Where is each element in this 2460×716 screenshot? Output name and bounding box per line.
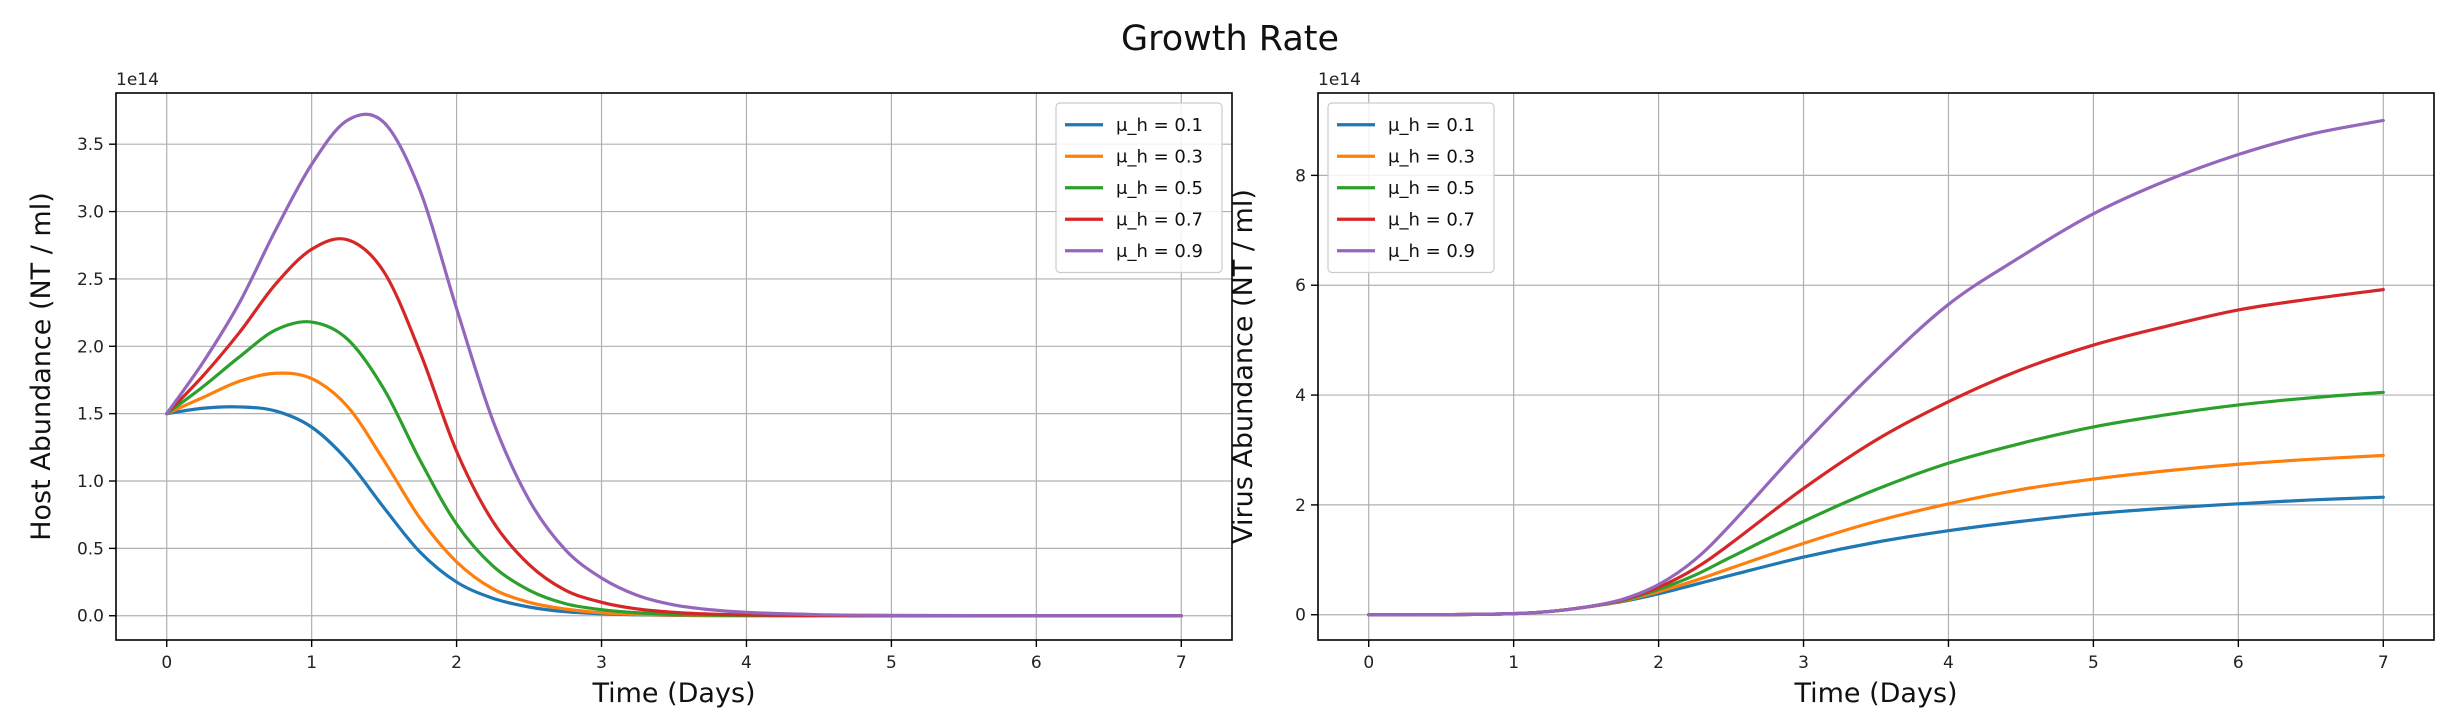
axis-offset-text: 1e14 bbox=[1318, 70, 1361, 90]
y-tick-label: 8 bbox=[1295, 166, 1306, 186]
x-tick-label: 0 bbox=[161, 653, 172, 673]
x-tick-label: 5 bbox=[2088, 653, 2099, 673]
series-line bbox=[1367, 118, 2385, 617]
y-tick-label: 3.5 bbox=[77, 135, 104, 155]
x-tick-label: 5 bbox=[886, 653, 897, 673]
ticks: 0 1 2 3 4 5 6 7 0.0 0.5 1.0 1.5 2.0 2.5 3.0 3.5 bbox=[77, 135, 1187, 673]
x-axis-label: Time (Days) bbox=[591, 678, 755, 709]
legend-label: μ_h = 0.7 bbox=[1116, 209, 1203, 230]
x-tick-label: 7 bbox=[2378, 653, 2389, 673]
axes-frame bbox=[1317, 92, 2435, 641]
y-tick-label: 3.0 bbox=[77, 203, 104, 223]
legend-label: μ_h = 0.3 bbox=[1116, 146, 1203, 167]
grid bbox=[1318, 93, 2434, 640]
x-tick-label: 3 bbox=[596, 653, 607, 673]
y-tick-label: 2.0 bbox=[77, 337, 104, 357]
y-tick-label: 4 bbox=[1295, 386, 1306, 406]
axis-offset-text: 1e14 bbox=[116, 70, 159, 90]
x-tick-label: 0 bbox=[1363, 653, 1374, 673]
legend-label: μ_h = 0.3 bbox=[1388, 146, 1475, 167]
x-tick-label: 1 bbox=[306, 653, 317, 673]
series-lines bbox=[165, 112, 1183, 618]
x-axis-label: Time (Days) bbox=[1793, 678, 1957, 709]
legend-box bbox=[1055, 102, 1223, 274]
legend: μ_h = 0.1 μ_h = 0.3 μ_h = 0.5 μ_h = 0.7 μ_h … bbox=[1327, 102, 1495, 274]
y-tick-label: 2.5 bbox=[77, 270, 104, 290]
legend: μ_h = 0.1 μ_h = 0.3 μ_h = 0.5 μ_h = 0.7 μ_h … bbox=[1055, 102, 1223, 274]
x-tick-label: 4 bbox=[741, 653, 752, 673]
series-lines bbox=[1367, 118, 2385, 617]
axes-frame bbox=[115, 92, 1233, 641]
virus-abundance-chart: 0 1 2 3 4 5 6 7 0 2 4 6 8 1e14 Time (Days) Virus Abunda… bbox=[1228, 70, 2435, 709]
legend-label: μ_h = 0.7 bbox=[1388, 209, 1475, 230]
x-tick-label: 2 bbox=[451, 653, 462, 673]
x-tick-label: 6 bbox=[2233, 653, 2244, 673]
x-tick-label: 1 bbox=[1508, 653, 1519, 673]
y-tick-label: 1.5 bbox=[77, 405, 104, 425]
figure-title: Growth Rate bbox=[1121, 19, 1339, 59]
y-tick-label: 6 bbox=[1295, 276, 1306, 296]
host-abundance-chart: 0 1 2 3 4 5 6 7 0.0 0.5 1.0 1.5 2.0 2.5 3.0 3.5 1e14 Time… bbox=[26, 70, 1233, 709]
legend-label: μ_h = 0.9 bbox=[1116, 241, 1203, 262]
y-tick-label: 1.0 bbox=[77, 472, 104, 492]
ticks: 0 1 2 3 4 5 6 7 0 2 4 6 8 bbox=[1295, 166, 2389, 673]
x-tick-label: 4 bbox=[1943, 653, 1954, 673]
legend-label: μ_h = 0.1 bbox=[1388, 115, 1475, 136]
legend-label: μ_h = 0.5 bbox=[1388, 178, 1475, 199]
legend-label: μ_h = 0.1 bbox=[1116, 115, 1203, 136]
legend-label: μ_h = 0.9 bbox=[1388, 241, 1475, 262]
x-tick-label: 2 bbox=[1653, 653, 1664, 673]
series-line bbox=[165, 112, 1183, 618]
y-tick-label: 0.0 bbox=[77, 607, 104, 627]
y-axis-label: Host Abundance (NT / ml) bbox=[26, 192, 57, 541]
legend-box bbox=[1327, 102, 1495, 274]
legend-label: μ_h = 0.5 bbox=[1116, 178, 1203, 199]
x-tick-label: 7 bbox=[1176, 653, 1187, 673]
y-tick-label: 0 bbox=[1295, 606, 1306, 626]
y-axis-label: Virus Abundance (NT / ml) bbox=[1228, 189, 1259, 544]
y-tick-label: 0.5 bbox=[77, 539, 104, 559]
x-tick-label: 3 bbox=[1798, 653, 1809, 673]
y-tick-label: 2 bbox=[1295, 496, 1306, 516]
x-tick-label: 6 bbox=[1031, 653, 1042, 673]
